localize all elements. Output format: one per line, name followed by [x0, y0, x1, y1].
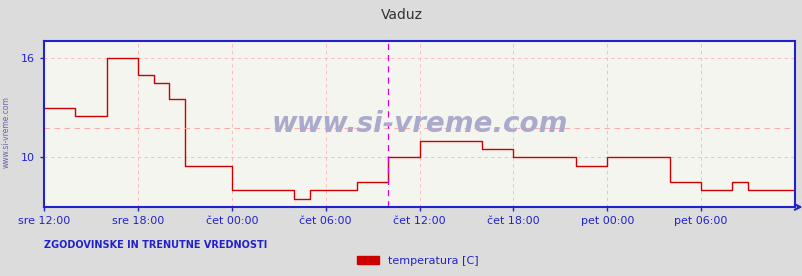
Legend: temperatura [C]: temperatura [C] [352, 251, 482, 270]
Text: ZGODOVINSKE IN TRENUTNE VREDNOSTI: ZGODOVINSKE IN TRENUTNE VREDNOSTI [44, 240, 267, 250]
Text: www.si-vreme.com: www.si-vreme.com [271, 110, 567, 138]
Text: Vaduz: Vaduz [380, 8, 422, 22]
Text: www.si-vreme.com: www.si-vreme.com [2, 97, 11, 168]
